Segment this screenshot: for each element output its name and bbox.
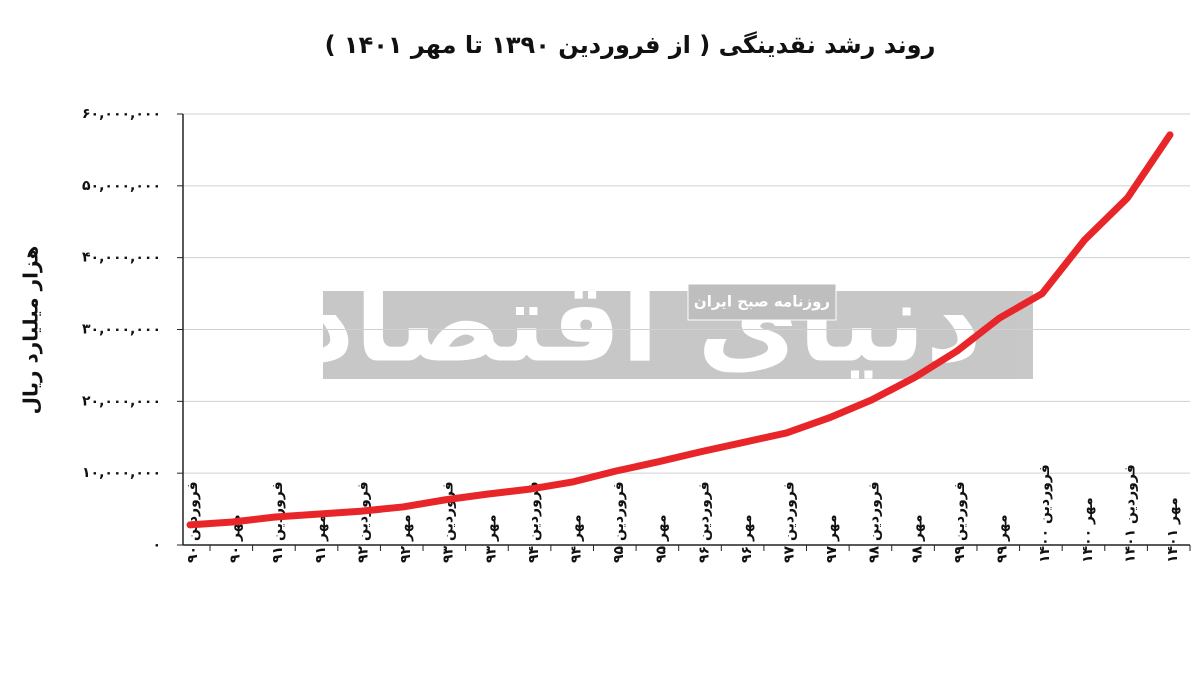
y-tick-label: ۴۰,۰۰۰,۰۰۰ [82,250,161,266]
x-tick-label: مهر ۹۴ [568,514,584,563]
x-tick-label: فروردین ۹۷ [782,481,798,563]
x-tick-label: فروردین ۹۴ [526,481,542,563]
x-tick-label: فروردین ۱۴۰۱ [1122,464,1138,563]
watermark: دنیای اقتصاد روزنامه صبح ایران [298,258,1033,386]
x-tick-label: فروردین ۹۲ [355,481,371,563]
x-tick-label: فروردین ۱۴۰۰ [1037,464,1053,563]
x-tick-label: مهر ۹۹ [995,514,1011,563]
watermark-band [323,291,1033,379]
x-tick-label: فروردین ۹۱ [270,481,286,563]
y-tick-label: ۶۰,۰۰۰,۰۰۰ [82,106,161,122]
x-tick-label: فروردین ۹۵ [611,481,627,563]
x-tick-label: فروردین ۹۶ [696,481,712,563]
plot-area: ۰ ۱۰,۰۰۰,۰۰۰ ۲۰,۰۰۰,۰۰۰ ۳۰,۰۰۰,۰۰۰ ۴۰,۰۰۰,۰۰… [82,106,1191,563]
x-tick-label: فروردین ۹۳ [441,481,457,563]
x-tick-label: مهر ۱۴۰۰ [1080,497,1096,563]
y-axis-title: هزار میلیارد ریال [19,246,43,415]
y-tick-label: ۵۰,۰۰۰,۰۰۰ [82,178,161,194]
x-tick-label: مهر ۹۰ [228,514,244,563]
x-tick-label: مهر ۹۳ [483,514,499,563]
chart-title: روند رشد نقدینگی ( از فروردین ۱۳۹۰ تا مه… [325,31,936,59]
y-tick-label: ۱۰,۰۰۰,۰۰۰ [82,465,161,481]
x-tick-label: فروردین ۹۸ [867,481,883,563]
x-tick-label: مهر ۹۵ [654,514,670,563]
x-tick-label: مهر ۱۴۰۱ [1165,497,1181,563]
x-tick-label: مهر ۹۶ [739,514,755,563]
watermark-subtitle: روزنامه صبح ایران [694,293,830,311]
watermark-badge [687,283,837,321]
data-line [186,131,1174,529]
x-tick-label: فروردین ۹۹ [952,481,968,563]
y-tick-label: ۲۰,۰۰۰,۰۰۰ [82,393,161,409]
x-tick-label: مهر ۹۷ [824,514,840,563]
watermark-title: دنیای اقتصاد [298,258,982,386]
x-tick-label: مهر ۹۲ [398,514,414,563]
y-tick-label: ۰ [152,537,161,553]
x-tick-label: مهر ۹۱ [313,514,329,563]
y-tick-label: ۳۰,۰۰۰,۰۰۰ [82,322,161,338]
x-tick-label: مهر ۹۸ [909,514,925,563]
